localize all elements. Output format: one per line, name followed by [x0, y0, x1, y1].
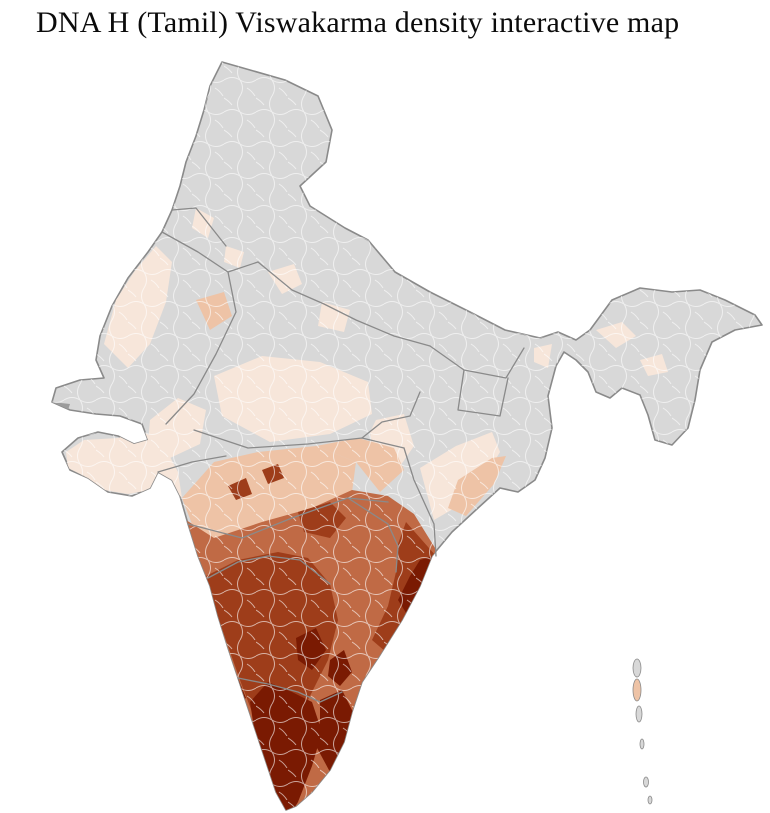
island-andaman-2[interactable] [632, 678, 642, 702]
state-border [237, 677, 343, 703]
state-border [207, 555, 331, 585]
island-andaman-1[interactable] [632, 658, 642, 678]
state-border [347, 497, 399, 573]
island-andaman-3[interactable] [635, 705, 643, 723]
state-border [165, 271, 237, 425]
page-title: DNA H (Tamil) Viswakarma density interac… [36, 6, 680, 39]
state-border [187, 497, 389, 539]
island-andaman-4[interactable] [639, 738, 645, 750]
island-nicobar-1[interactable] [643, 776, 649, 788]
region-tripura[interactable] [620, 396, 640, 424]
state-border [171, 207, 227, 247]
state-border [193, 429, 405, 449]
state-border [457, 369, 509, 417]
andaman-nicobar-islands [632, 658, 653, 805]
state-border [157, 455, 227, 473]
state-borders [157, 207, 525, 703]
state-border [361, 391, 421, 439]
state-border [403, 447, 437, 557]
state-border [161, 231, 259, 273]
state-border [429, 345, 525, 379]
island-nicobar-2[interactable] [647, 795, 653, 805]
state-border [257, 261, 431, 347]
